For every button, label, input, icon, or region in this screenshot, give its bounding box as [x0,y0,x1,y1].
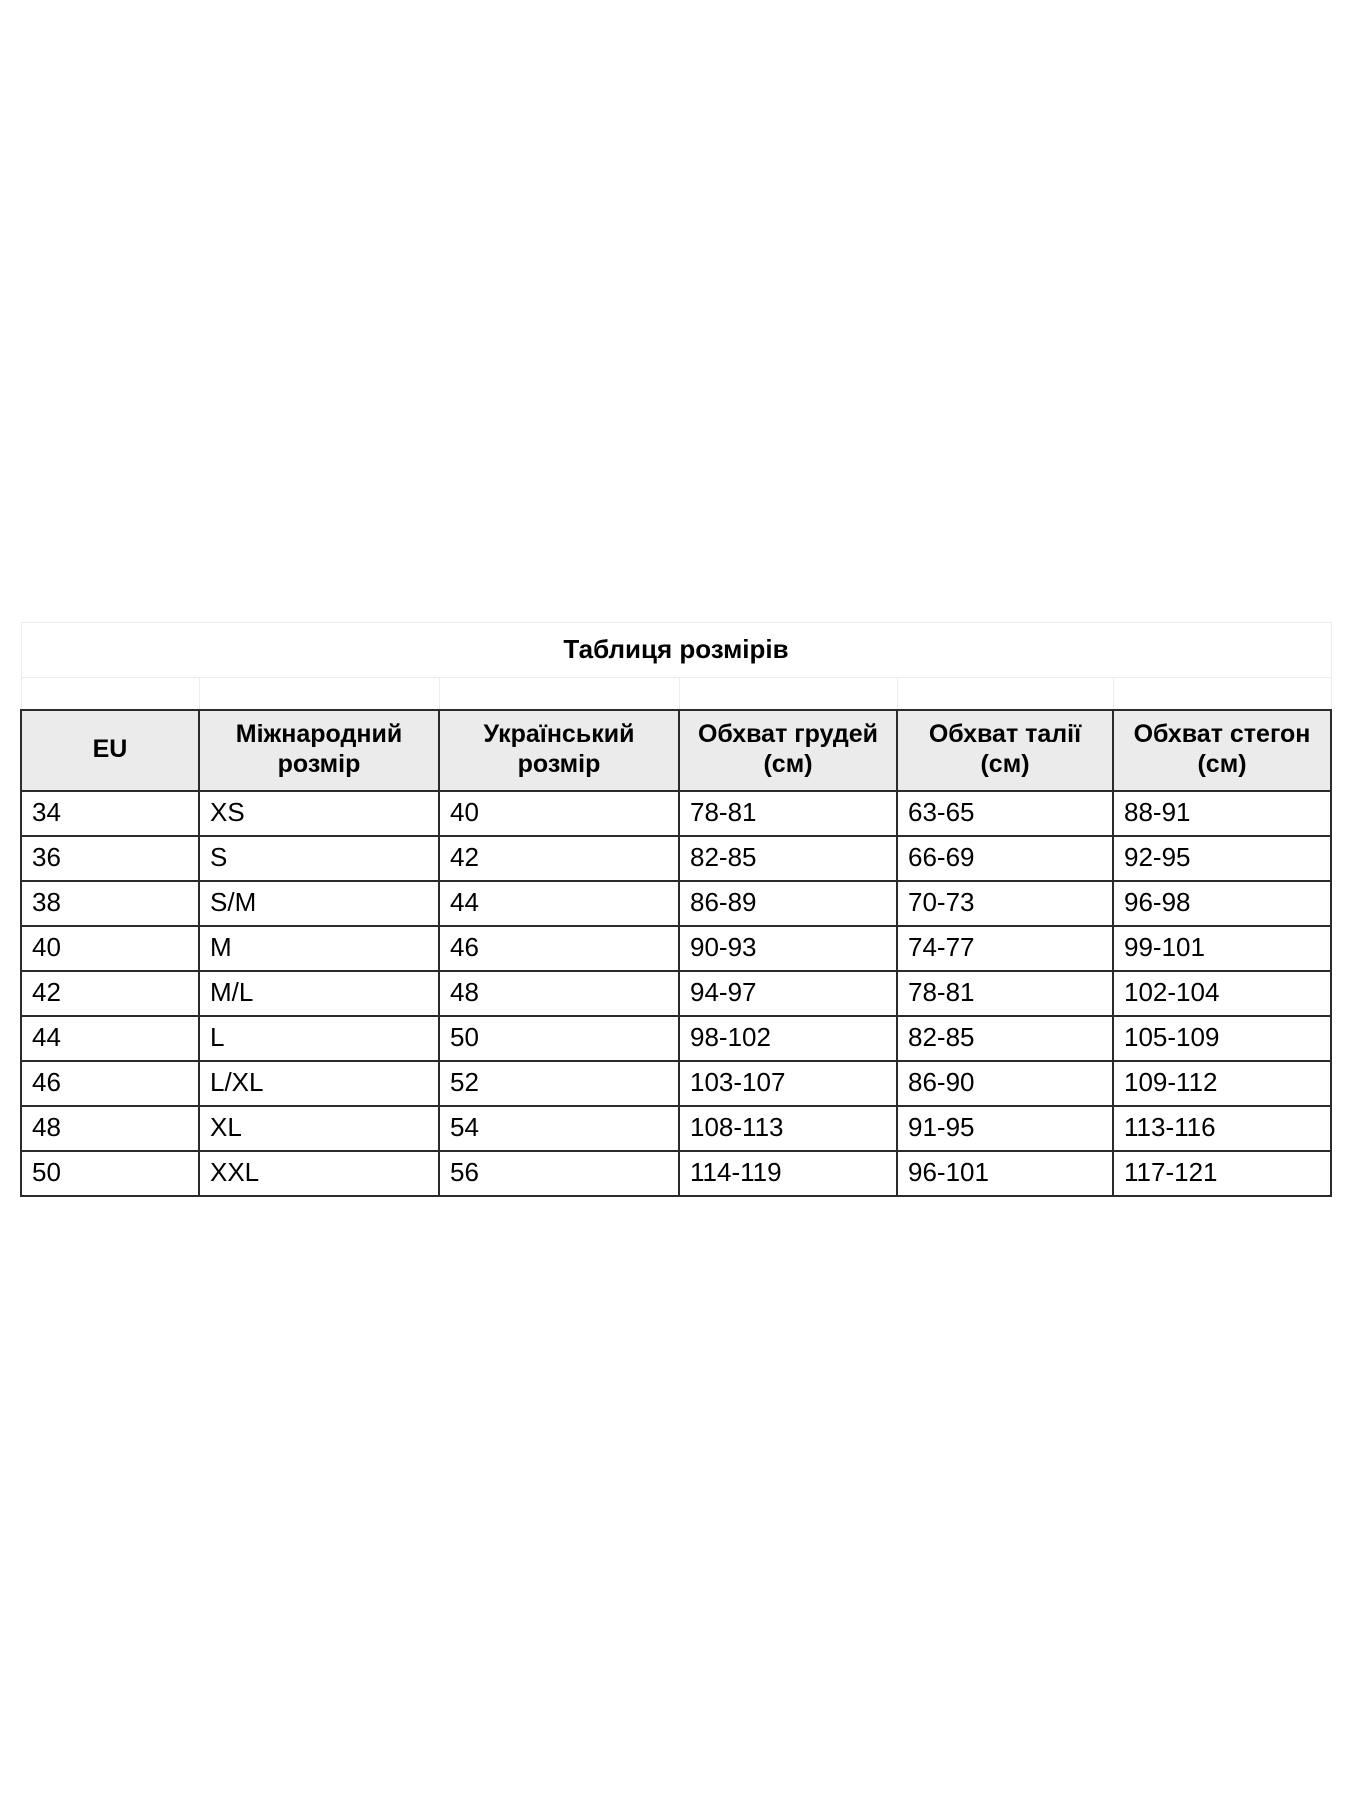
column-header-ukrainian-size: Український розмір [438,709,680,793]
cell-ua: 56 [438,1150,680,1198]
cell-chest: 94-97 [678,970,898,1018]
cell-intl: XL [198,1105,440,1153]
cell-eu: 44 [20,1015,200,1063]
cell-ua: 54 [438,1105,680,1153]
table-spacer-row [20,677,1332,711]
cell-intl: S [198,835,440,883]
column-header-hips: Обхват стегон (см) [1111,709,1333,793]
cell-hips: 96-98 [1111,880,1333,928]
cell-hips: 102-104 [1111,970,1333,1018]
cell-eu: 46 [20,1060,200,1108]
cell-eu: 42 [20,970,200,1018]
cell-intl: M/L [198,970,440,1018]
cell-waist: 63-65 [896,790,1114,838]
cell-hips: 113-116 [1111,1105,1333,1153]
table-row: 50 XXL 56 114-119 96-101 117-121 [20,1150,1333,1198]
cell-intl: L/XL [198,1060,440,1108]
spacer-cell-5 [896,677,1114,711]
column-header-waist: Обхват талії (см) [896,709,1114,793]
cell-waist: 96-101 [896,1150,1114,1198]
cell-hips: 88-91 [1111,790,1333,838]
table-title-row: Таблиця розмірів [20,621,1332,679]
spacer-cell-2 [198,677,440,711]
table-body: 34 XS 40 78-81 63-65 88-91 36 S 42 82-85 66-69 92-9… [20,790,1333,1198]
spacer-cell-6 [1112,677,1332,711]
column-header-eu: EU [20,709,200,793]
table-row: 44 L 50 98-102 82-85 105-109 [20,1015,1333,1063]
cell-waist: 66-69 [896,835,1114,883]
cell-chest: 78-81 [678,790,898,838]
cell-waist: 86-90 [896,1060,1114,1108]
table-row: 46 L/XL 52 103-107 86-90 109-112 [20,1060,1333,1108]
table-row: 38 S/M 44 86-89 70-73 96-98 [20,880,1333,928]
cell-chest: 98-102 [678,1015,898,1063]
spacer-cell-1 [20,677,200,711]
cell-intl: S/M [198,880,440,928]
cell-ua: 46 [438,925,680,973]
cell-chest: 103-107 [678,1060,898,1108]
cell-chest: 90-93 [678,925,898,973]
size-chart-table: Таблиця розмірів EU Міжнародний розмір У… [20,621,1333,1198]
table-head: Таблиця розмірів EU Міжнародний розмір У… [20,621,1333,793]
cell-intl: M [198,925,440,973]
cell-waist: 70-73 [896,880,1114,928]
column-header-chest: Обхват грудей (см) [678,709,898,793]
cell-chest: 86-89 [678,880,898,928]
cell-eu: 36 [20,835,200,883]
cell-intl: XXL [198,1150,440,1198]
cell-waist: 91-95 [896,1105,1114,1153]
table-row: 36 S 42 82-85 66-69 92-95 [20,835,1333,883]
cell-chest: 82-85 [678,835,898,883]
table-row: 40 M 46 90-93 74-77 99-101 [20,925,1333,973]
cell-eu: 34 [20,790,200,838]
cell-intl: XS [198,790,440,838]
cell-eu: 50 [20,1150,200,1198]
cell-hips: 117-121 [1111,1150,1333,1198]
cell-hips: 109-112 [1111,1060,1333,1108]
table-row: 42 M/L 48 94-97 78-81 102-104 [20,970,1333,1018]
cell-intl: L [198,1015,440,1063]
size-chart-container: Таблиця розмірів EU Міжнародний розмір У… [20,621,1333,1198]
cell-hips: 99-101 [1111,925,1333,973]
cell-waist: 82-85 [896,1015,1114,1063]
table-title: Таблиця розмірів [20,621,1332,679]
cell-chest: 108-113 [678,1105,898,1153]
cell-ua: 44 [438,880,680,928]
table-row: 34 XS 40 78-81 63-65 88-91 [20,790,1333,838]
cell-ua: 42 [438,835,680,883]
cell-ua: 50 [438,1015,680,1063]
spacer-cell-3 [438,677,680,711]
cell-ua: 48 [438,970,680,1018]
table-row: 48 XL 54 108-113 91-95 113-116 [20,1105,1333,1153]
cell-eu: 38 [20,880,200,928]
cell-eu: 48 [20,1105,200,1153]
cell-chest: 114-119 [678,1150,898,1198]
cell-ua: 52 [438,1060,680,1108]
cell-eu: 40 [20,925,200,973]
spacer-cell-4 [678,677,898,711]
cell-hips: 92-95 [1111,835,1333,883]
cell-waist: 74-77 [896,925,1114,973]
cell-waist: 78-81 [896,970,1114,1018]
table-header-row: EU Міжнародний розмір Український розмір… [20,709,1333,793]
column-header-international-size: Міжнародний розмір [198,709,440,793]
cell-ua: 40 [438,790,680,838]
cell-hips: 105-109 [1111,1015,1333,1063]
